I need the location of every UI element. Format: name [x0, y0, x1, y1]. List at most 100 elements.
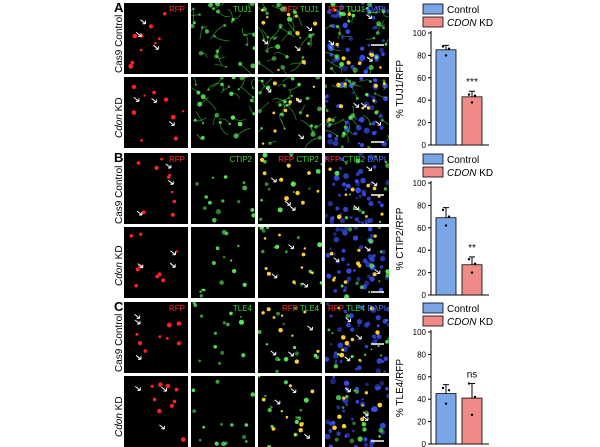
- micrograph-image: [199, 229, 247, 298]
- marker-cell: [283, 100, 287, 104]
- rfp-cell: [329, 251, 334, 256]
- dapi-nucleus: [369, 256, 375, 263]
- marker-cell: [364, 353, 367, 356]
- arrow-marker: [137, 263, 144, 269]
- micrograph-a-r0-c1: TUJ1: [191, 3, 255, 74]
- marker-cell: [204, 195, 208, 199]
- dapi-nucleus: [377, 200, 381, 204]
- legend-text: Control: [447, 5, 479, 16]
- neurite: [219, 122, 229, 136]
- rfp-cell: [333, 8, 337, 12]
- dapi-nucleus: [385, 387, 389, 391]
- rfp-cell: [337, 306, 340, 310]
- marker-cell: [191, 388, 196, 393]
- marker-cell: [287, 96, 291, 100]
- rfp-cell: [366, 106, 371, 110]
- rfp-cell: [372, 99, 376, 102]
- marker-cell: [193, 303, 198, 308]
- marker-cell: [378, 220, 382, 224]
- marker-cell: [215, 49, 220, 54]
- channel-rfp: RFP: [328, 304, 344, 313]
- marker-cell: [221, 229, 227, 235]
- rfp-cell: [152, 397, 157, 402]
- dapi-nucleus: [376, 334, 380, 338]
- dapi-nucleus: [325, 213, 328, 218]
- marker-cell: [213, 345, 217, 349]
- arrow-marker: [134, 314, 141, 319]
- marker-cell: [250, 63, 255, 69]
- dapi-nucleus: [332, 140, 339, 147]
- dapi-nucleus: [378, 113, 383, 119]
- micrograph-b-r1-c0: [124, 227, 188, 298]
- marker-cell: [369, 123, 372, 126]
- data-point: [467, 382, 471, 385]
- y-tick-label: 100: [413, 29, 427, 38]
- dapi-nucleus: [361, 221, 364, 224]
- dapi-nucleus: [330, 13, 335, 18]
- rfp-cell: [150, 384, 154, 388]
- dapi-nucleus: [375, 368, 381, 373]
- rfp-cell: [261, 311, 265, 315]
- marker-cell: [385, 163, 389, 168]
- arrow-marker: [136, 210, 143, 216]
- micrograph-b-r0-c2: RFP CTIP2: [258, 153, 322, 224]
- marker-cell: [220, 82, 224, 87]
- micrograph-a-r0-c2: RFP TUJ1: [258, 3, 322, 74]
- marker-cell: [359, 285, 364, 290]
- dapi-nucleus: [332, 376, 335, 379]
- marker-cell: [202, 288, 206, 292]
- dapi-nucleus: [341, 248, 346, 253]
- rfp-cell: [375, 330, 380, 335]
- micrograph-image: [259, 227, 322, 288]
- marker-cell: [308, 187, 311, 190]
- marker-cell: [352, 67, 358, 73]
- marker-cell: [252, 112, 255, 116]
- arrow-marker: [344, 387, 351, 393]
- data-point: [447, 389, 451, 392]
- marker-cell: [361, 421, 367, 427]
- rfp-cell: [266, 307, 271, 312]
- marker-cell: [199, 290, 202, 293]
- dapi-nucleus: [348, 313, 354, 319]
- dapi-nucleus: [378, 287, 384, 293]
- marker-cell: [309, 124, 313, 128]
- rfp-cell: [140, 139, 143, 142]
- dapi-nucleus: [325, 419, 330, 425]
- micrograph-b-r1-c2: [258, 227, 322, 298]
- y-tick-label: 0: [422, 440, 427, 447]
- rfp-cell: [291, 334, 294, 337]
- dapi-nucleus: [337, 342, 344, 349]
- rfp-cell: [163, 97, 169, 102]
- legend-swatch: [422, 16, 444, 28]
- dapi-nucleus: [364, 344, 369, 349]
- dapi-nucleus: [353, 235, 359, 241]
- dapi-nucleus: [374, 338, 378, 342]
- marker-cell: [292, 190, 295, 194]
- y-tick-label: 20: [417, 269, 426, 278]
- marker-cell: [229, 311, 233, 316]
- neurite: [238, 77, 246, 90]
- rfp-cell: [263, 237, 267, 240]
- neurite: [245, 33, 249, 46]
- data-point: [470, 101, 474, 104]
- dapi-nucleus: [363, 127, 370, 134]
- arrow-marker: [167, 179, 174, 185]
- marker-cell: [374, 155, 378, 159]
- arrow-marker: [328, 40, 335, 46]
- rfp-cell: [261, 8, 264, 12]
- dapi-nucleus: [343, 380, 350, 386]
- dapi-nucleus: [358, 220, 361, 224]
- marker-cell: [261, 229, 266, 233]
- neurite: [273, 97, 286, 103]
- dapi-nucleus: [339, 157, 344, 161]
- rfp-cell: [306, 114, 309, 117]
- dapi-nucleus: [339, 81, 344, 86]
- data-point: [473, 94, 477, 97]
- significance-label: **: [468, 243, 476, 254]
- marker-cell: [260, 198, 263, 202]
- marker-cell: [200, 314, 204, 318]
- bar: [435, 49, 457, 146]
- marker-cell: [197, 101, 203, 107]
- neurite: [213, 3, 225, 10]
- rfp-cell: [337, 414, 342, 419]
